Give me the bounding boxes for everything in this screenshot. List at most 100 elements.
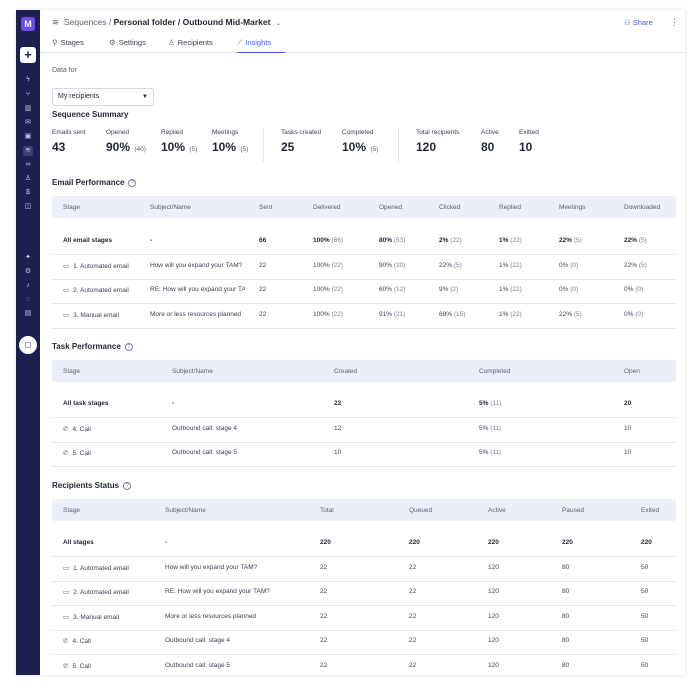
cell-value: 120 — [488, 637, 499, 644]
bell-icon[interactable]: ♪ — [26, 282, 30, 289]
column-header: Stage — [63, 368, 163, 375]
table-cell: 2% (22) — [439, 237, 489, 244]
dollar-icon[interactable]: $ — [26, 189, 30, 196]
stat-active: 80 — [481, 140, 494, 154]
support-icon[interactable]: ◌ — [25, 296, 31, 303]
table-cell: 120 — [488, 588, 538, 595]
stat-value: 10% — [342, 140, 367, 154]
cell-value: Outbound call: stage 4 — [165, 637, 231, 644]
sequences-icon[interactable]: ≋ — [23, 146, 33, 156]
branch-icon[interactable]: ⑂ — [25, 91, 31, 98]
column-header: Active — [488, 507, 538, 514]
table-cell: 22 — [320, 637, 370, 644]
create-new-button[interactable]: + — [20, 47, 36, 63]
bolt-icon[interactable]: ϟ — [26, 76, 30, 83]
tab-stages[interactable]: ⚲ Stages — [52, 38, 84, 53]
cell-value: 22 — [409, 637, 417, 644]
table-cell: 220 — [320, 539, 370, 546]
help-icon[interactable]: ? — [124, 343, 133, 351]
stat-label: Active — [481, 129, 499, 136]
column-header-text: Subject/Name — [165, 507, 206, 514]
building-icon[interactable]: ▥ — [24, 105, 32, 112]
cell-count: (11) — [490, 400, 502, 407]
table-cell: 1% (22) — [499, 237, 549, 244]
cell-value: More or less resources planned — [165, 612, 257, 620]
share-button[interactable]: ⚇ Share — [624, 18, 653, 27]
cell-value: 100% — [313, 261, 330, 269]
cell-value: RE: How will you expand your TA — [150, 286, 245, 293]
person-icon: ♙ — [168, 38, 175, 47]
column-header-text: Open — [624, 368, 640, 375]
table-cell: 22 — [320, 564, 370, 571]
table-cell: 0% (0) — [559, 286, 614, 293]
tab-insights[interactable]: ⟋ Insights — [237, 38, 285, 53]
cell-count: (20) — [393, 261, 406, 269]
email-icon: ▭ — [63, 311, 70, 319]
stat-tasks-created: 25 — [281, 140, 294, 154]
data-for-select[interactable]: My recipients ▼ — [52, 88, 154, 106]
cell-value: 100% — [313, 237, 330, 244]
cell-value: 9% — [439, 286, 449, 293]
column-header: Queued — [409, 507, 459, 514]
tab-recipients[interactable]: ♙ Recipients — [168, 38, 213, 53]
column-header-text: Stage — [63, 204, 80, 211]
tab-settings[interactable]: ⚙ Settings — [109, 38, 146, 53]
cell-value: 91% — [379, 310, 393, 318]
gear-icon[interactable]: ⚙ — [24, 268, 32, 275]
cell-value: 22 — [259, 310, 267, 318]
table-cell: Outbound call: stage 4 — [165, 637, 305, 644]
table-cell: 22 — [259, 262, 299, 269]
table-cell: 9% (2) — [439, 286, 489, 293]
table-cell: 22 — [409, 588, 459, 595]
integrations-icon[interactable]: ✦ — [25, 254, 31, 261]
phone-icon: ✆ — [63, 638, 69, 645]
cell-count: (21) — [393, 310, 406, 318]
table-cell: How will you expand your TAM? — [165, 564, 305, 571]
cell-count: (11) — [490, 449, 502, 456]
cell-value: - — [150, 237, 153, 244]
table-cell: 80% (53) — [379, 237, 434, 244]
cell-value: 80 — [562, 612, 570, 620]
section-title-text: Email Performance — [52, 178, 125, 187]
clipboard-icon[interactable]: ▣ — [24, 133, 32, 140]
table-cell: Outbound call: stage 5 — [165, 662, 305, 669]
column-header: Sent — [259, 204, 299, 211]
table-cell: 220 — [641, 539, 676, 546]
table-cell: 50 — [641, 564, 676, 571]
table-cell: 80 — [562, 662, 612, 669]
table-cell: 220 — [409, 539, 459, 546]
breadcrumb-sequences[interactable]: Sequences / — [64, 17, 112, 27]
column-header: Stage — [63, 507, 163, 514]
table-cell: 220 — [488, 539, 538, 546]
chevron-down-icon[interactable]: ⌄ — [275, 21, 281, 27]
app-logo-icon[interactable]: M — [21, 17, 35, 31]
table-cell: 22% (5) — [559, 311, 614, 318]
table-cell: 120 — [488, 637, 538, 644]
stat-total-recipients: 120 — [416, 140, 436, 154]
help-icon[interactable]: ? — [123, 482, 132, 490]
tab-label: Settings — [118, 38, 146, 47]
table-cell: - — [172, 400, 292, 407]
stat-label: Emails sent — [52, 129, 86, 136]
cell-value: 220 — [641, 539, 652, 546]
cell-value: 3. Manual email — [73, 311, 120, 319]
cell-value: 1% — [499, 286, 509, 293]
section-title-text: Recipients Status — [52, 481, 120, 490]
table-cell: 100% (22) — [313, 286, 368, 293]
row-divider — [52, 629, 676, 631]
chat-icon[interactable]: ◻ — [19, 336, 37, 354]
person-icon[interactable]: ♙ — [24, 175, 32, 182]
help-icon[interactable]: ? — [128, 179, 137, 187]
cell-value: 80 — [562, 637, 570, 644]
database-icon[interactable]: ◫ — [24, 203, 32, 210]
book-icon[interactable]: ▤ — [24, 310, 32, 317]
table-cell: 66 — [259, 237, 299, 244]
stat-value: 90% — [106, 140, 131, 154]
row-divider — [52, 303, 676, 304]
column-header: Created — [334, 368, 414, 375]
cell-count: (22) — [510, 286, 522, 293]
more-options-icon[interactable]: ⋮ — [670, 17, 679, 27]
table-cell: RE: How will you expand your TA — [150, 286, 245, 293]
inbox-icon[interactable]: ✉ — [25, 119, 31, 126]
link-icon[interactable]: ∞ — [25, 161, 31, 168]
